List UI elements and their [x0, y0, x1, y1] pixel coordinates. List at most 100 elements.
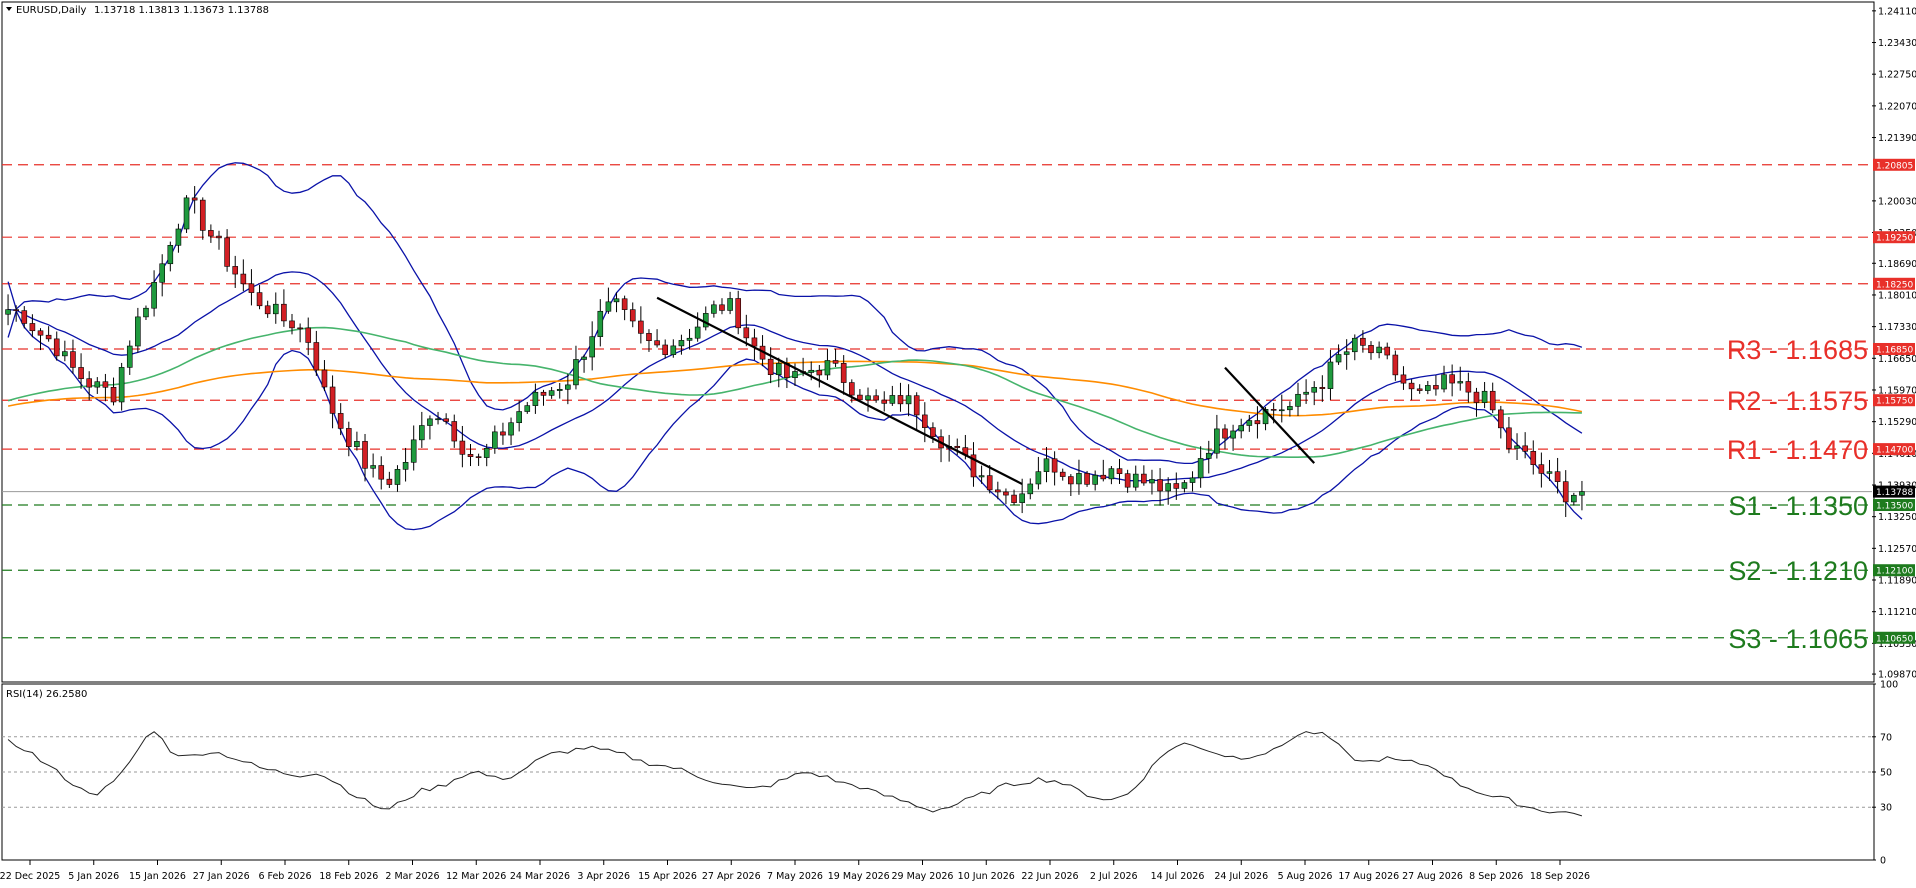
- rsi-tick-label-1: 70: [1880, 732, 1892, 743]
- candle-body-85: [694, 326, 701, 339]
- candle-body-86: [702, 313, 709, 328]
- candle-body-159: [1295, 393, 1301, 407]
- candle-body-103: [840, 363, 847, 383]
- rsi-tick-label-0: 100: [1880, 680, 1898, 691]
- level-tag-5: 1.14700: [1876, 446, 1913, 456]
- level-label-7: S2 - 1.1210: [1728, 556, 1868, 586]
- level-tag-4: 1.15750: [1876, 397, 1913, 407]
- price-tick-label-5: 1.20030: [1878, 196, 1916, 207]
- bollinger-upper: [7, 162, 1583, 465]
- candle-body-58: [475, 456, 482, 458]
- candle-body-185: [1506, 427, 1512, 449]
- candle-body-131: [1068, 476, 1074, 485]
- price-tick-label-10: 1.16650: [1878, 354, 1916, 365]
- level-tag-bg-6: [1873, 499, 1915, 512]
- candle-body-67: [548, 390, 555, 396]
- time-tick-label-1: 5 Jan 2026: [68, 871, 119, 882]
- price-tick-label-4: 1.21390: [1878, 133, 1916, 144]
- candle-body-11: [94, 381, 101, 388]
- time-tick-label-19: 24 Jul 2026: [1214, 871, 1268, 882]
- candle-body-117: [954, 445, 961, 448]
- last-price-tag-bg: [1873, 485, 1915, 498]
- time-tick-label-10: 15 Apr 2026: [638, 871, 697, 882]
- level-tag-bg-8: [1873, 631, 1915, 644]
- candle-body-27: [224, 237, 230, 267]
- candle-body-189: [1538, 464, 1545, 474]
- price-tick-label-2: 1.22750: [1878, 70, 1916, 81]
- candle-body-84: [686, 337, 693, 341]
- candle-body-113: [922, 414, 928, 428]
- time-tick-label-0: 22 Dec 2025: [0, 871, 60, 882]
- candle-body-128: [1043, 458, 1050, 472]
- candle-body-191: [1554, 471, 1561, 482]
- candle-body-97: [792, 371, 798, 378]
- candle-body-183: [1489, 390, 1496, 411]
- candle-body-56: [459, 440, 466, 455]
- levels-layer: [2, 164, 1872, 639]
- candle-body-143: [1165, 483, 1171, 492]
- candle-body-3: [29, 323, 36, 332]
- time-tick-label-12: 7 May 2026: [767, 871, 823, 882]
- candle-body-102: [832, 360, 839, 364]
- candle-body-36: [297, 327, 303, 330]
- ohlc-values: 1.13718 1.13813 1.13673 1.13788: [94, 5, 269, 16]
- candle-body-121: [986, 475, 993, 491]
- candle-body-136: [1108, 468, 1115, 480]
- candle-body-33: [272, 303, 279, 315]
- candle-body-80: [654, 340, 660, 346]
- candle-body-193: [1571, 494, 1577, 503]
- candle-body-60: [492, 431, 498, 449]
- candle-body-188: [1530, 451, 1537, 465]
- time-tick-label-24: 18 Sep 2026: [1530, 871, 1590, 882]
- trendlines: [656, 296, 1316, 486]
- candle-body-17: [143, 307, 149, 318]
- candle-body-182: [1481, 390, 1488, 403]
- candle-body-169: [1376, 346, 1382, 354]
- candle-body-129: [1051, 458, 1058, 473]
- candle-body-89: [727, 298, 733, 311]
- candle-body-6: [53, 338, 60, 357]
- level-tag-bg-4: [1873, 394, 1915, 407]
- time-tick-label-9: 3 Apr 2026: [577, 871, 630, 882]
- candle-body-180: [1465, 381, 1472, 393]
- candle-body-106: [865, 395, 871, 401]
- time-tick-label-4: 6 Feb 2026: [258, 871, 311, 882]
- candle-body-156: [1270, 409, 1277, 411]
- price-tick-label-17: 1.11890: [1878, 576, 1916, 587]
- level-labels: R3 - 1.1685 R2 - 1.1575 R1 - 1.1470 S1 - 1.…: [1727, 335, 1868, 654]
- symbol-label: EURUSD,Daily: [16, 5, 87, 16]
- candle-body-65: [532, 391, 539, 406]
- candle-body-28: [232, 266, 239, 275]
- candle-body-46: [378, 465, 385, 480]
- level-tag-3: 1.16850: [1876, 345, 1913, 355]
- candle-body-19: [159, 263, 165, 283]
- candle-body-138: [1124, 473, 1131, 488]
- candle-body-165: [1343, 351, 1350, 355]
- candle-body-142: [1157, 479, 1163, 492]
- candle-body-104: [848, 382, 855, 396]
- candle-body-150: [1222, 428, 1228, 439]
- candle-body-83: [678, 340, 685, 347]
- candle-body-26: [216, 235, 222, 239]
- rsi-indicator: 100 70 50 30 0: [2, 680, 1898, 867]
- price-axis: 1.24110 1.23430 1.22750 1.22070 1.21390 1.200…: [1872, 6, 1916, 681]
- candle-body-61: [500, 431, 506, 436]
- candle-body-125: [1019, 493, 1025, 503]
- candle-body-163: [1327, 361, 1334, 389]
- time-tick-label-20: 5 Aug 2026: [1278, 871, 1333, 882]
- candle-body-10: [86, 378, 92, 388]
- candle-body-16: [135, 316, 141, 347]
- candle-body-47: [386, 478, 393, 485]
- candle-body-73: [597, 310, 604, 337]
- candle-body-25: [208, 230, 214, 237]
- price-tick-label-8: 1.18010: [1878, 290, 1916, 301]
- level-tag-bg-2: [1873, 277, 1915, 290]
- collapse-triangle-icon[interactable]: [6, 7, 12, 11]
- candle-body-38: [313, 342, 320, 371]
- candle-body-153: [1246, 420, 1253, 426]
- candle-body-78: [638, 320, 644, 334]
- time-tick-label-17: 2 Jul 2026: [1090, 871, 1138, 882]
- candle-body-123: [1003, 491, 1009, 496]
- candle-body-99: [808, 369, 815, 373]
- candle-body-59: [483, 448, 490, 458]
